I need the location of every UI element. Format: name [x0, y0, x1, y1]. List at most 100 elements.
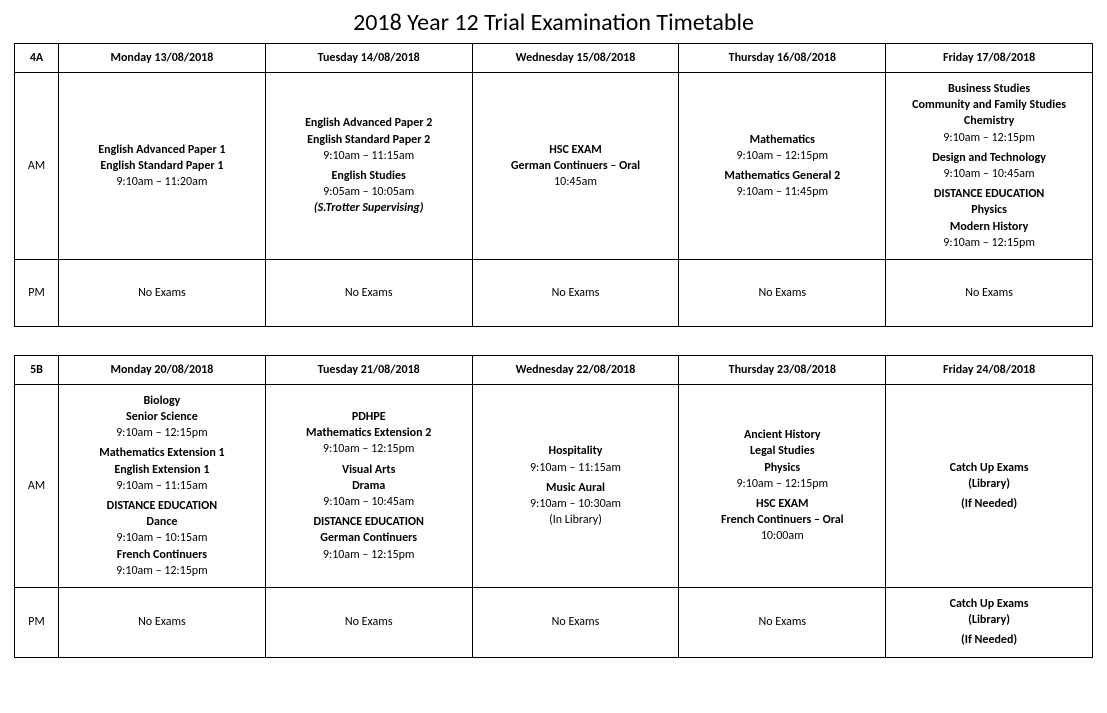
- exam-line: English Standard Paper 2: [272, 132, 466, 148]
- exam-line: 9:10am – 11:15am: [272, 148, 466, 164]
- timetable-cell: PDHPEMathematics Extension 29:10am – 12:…: [265, 384, 472, 587]
- period-label-am: AM: [15, 384, 59, 587]
- exam-block: HSC EXAMGerman Continuers – Oral10:45am: [479, 142, 673, 191]
- timetable-cell: English Advanced Paper 1English Standard…: [59, 73, 266, 260]
- exam-line: 9:10am – 10:30am: [479, 496, 673, 512]
- period-label-pm: PM: [15, 587, 59, 657]
- exam-line: German Continuers: [272, 530, 466, 546]
- timetable-week: 4AMonday 13/08/2018Tuesday 14/08/2018Wed…: [14, 43, 1093, 327]
- exam-line: HSC EXAM: [685, 496, 879, 512]
- exam-line: 9:10am – 12:15pm: [685, 476, 879, 492]
- exam-line: DISTANCE EDUCATION: [892, 186, 1086, 202]
- exam-line: Community and Family Studies: [892, 97, 1086, 113]
- exam-line: 9:10am – 10:45am: [892, 166, 1086, 182]
- exam-line: Physics: [685, 460, 879, 476]
- timetable-cell: No Exams: [679, 259, 886, 326]
- exam-line: (Library): [892, 612, 1086, 628]
- page-title: 2018 Year 12 Trial Examination Timetable: [14, 8, 1093, 37]
- exam-line: 9:10am – 12:15pm: [272, 547, 466, 563]
- exam-line: 9:05am – 10:05am: [272, 184, 466, 200]
- day-header: Monday 20/08/2018: [59, 355, 266, 384]
- exam-line: 9:10am – 12:15pm: [892, 235, 1086, 251]
- exam-line: 9:10am – 12:15pm: [685, 148, 879, 164]
- exam-line: No Exams: [479, 285, 673, 301]
- day-header: Wednesday 15/08/2018: [472, 44, 679, 73]
- exam-line: English Studies: [272, 168, 466, 184]
- exam-line: English Extension 1: [65, 462, 259, 478]
- exam-line: 9:10am – 10:45am: [272, 494, 466, 510]
- exam-block: Design and Technology9:10am – 10:45am: [892, 150, 1086, 182]
- exam-line: Music Aural: [479, 480, 673, 496]
- exam-line: 9:10am – 11:15am: [65, 478, 259, 494]
- exam-line: 9:10am – 12:15pm: [65, 425, 259, 441]
- exam-line: 9:10am – 12:15pm: [892, 130, 1086, 146]
- exam-line: Modern History: [892, 219, 1086, 235]
- exam-block: DISTANCE EDUCATIONDance9:10am – 10:15amF…: [65, 498, 259, 579]
- exam-line: Physics: [892, 202, 1086, 218]
- exam-line: 9:10am – 11:20am: [65, 174, 259, 190]
- exam-block: Music Aural9:10am – 10:30am(In Library): [479, 480, 673, 529]
- exam-block: No Exams: [272, 614, 466, 630]
- exam-block: Catch Up Exams(Library): [892, 460, 1086, 492]
- exam-line: Visual Arts: [272, 462, 466, 478]
- timetable-cell: BiologySenior Science9:10am – 12:15pmMat…: [59, 384, 266, 587]
- exam-block: No Exams: [685, 285, 879, 301]
- exam-block: No Exams: [65, 285, 259, 301]
- timetable-cell: No Exams: [472, 587, 679, 657]
- exam-block: Catch Up Exams(Library): [892, 596, 1086, 628]
- timetable-cell: No Exams: [886, 259, 1093, 326]
- timetable-cell: Business StudiesCommunity and Family Stu…: [886, 73, 1093, 260]
- exam-block: DISTANCE EDUCATIONGerman Continuers9:10a…: [272, 514, 466, 563]
- exam-line: English Standard Paper 1: [65, 158, 259, 174]
- exam-line: Drama: [272, 478, 466, 494]
- exam-block: English Studies9:05am – 10:05am(S.Trotte…: [272, 168, 466, 217]
- day-header: Tuesday 21/08/2018: [265, 355, 472, 384]
- exam-line: Catch Up Exams: [892, 596, 1086, 612]
- exam-line: DISTANCE EDUCATION: [65, 498, 259, 514]
- period-label-am: AM: [15, 73, 59, 260]
- timetable-container: 4AMonday 13/08/2018Tuesday 14/08/2018Wed…: [14, 43, 1093, 658]
- exam-line: Mathematics General 2: [685, 168, 879, 184]
- exam-line: (Library): [892, 476, 1086, 492]
- exam-line: Hospitality: [479, 443, 673, 459]
- exam-line: Senior Science: [65, 409, 259, 425]
- exam-line: Business Studies: [892, 81, 1086, 97]
- exam-block: Mathematics9:10am – 12:15pm: [685, 132, 879, 164]
- exam-block: No Exams: [479, 285, 673, 301]
- exam-block: DISTANCE EDUCATIONPhysicsModern History9…: [892, 186, 1086, 251]
- exam-block: Ancient HistoryLegal StudiesPhysics9:10a…: [685, 427, 879, 492]
- exam-block: Mathematics General 29:10am – 11:45pm: [685, 168, 879, 200]
- exam-line: No Exams: [272, 614, 466, 630]
- exam-block: No Exams: [479, 614, 673, 630]
- day-header: Thursday 23/08/2018: [679, 355, 886, 384]
- exam-line: No Exams: [685, 614, 879, 630]
- timetable-cell: No Exams: [59, 259, 266, 326]
- exam-line: PDHPE: [272, 409, 466, 425]
- exam-line: 10:45am: [479, 174, 673, 190]
- exam-block: (If Needed): [892, 496, 1086, 512]
- day-header: Friday 17/08/2018: [886, 44, 1093, 73]
- exam-line: (If Needed): [892, 632, 1086, 648]
- timetable-cell: Catch Up Exams(Library) (If Needed): [886, 587, 1093, 657]
- exam-line: 9:10am – 10:15am: [65, 530, 259, 546]
- exam-line: 10:00am: [685, 528, 879, 544]
- exam-block: No Exams: [65, 614, 259, 630]
- exam-line: Dance: [65, 514, 259, 530]
- exam-block: No Exams: [892, 285, 1086, 301]
- timetable-week: 5BMonday 20/08/2018Tuesday 21/08/2018Wed…: [14, 355, 1093, 658]
- exam-line: (If Needed): [892, 496, 1086, 512]
- exam-line: DISTANCE EDUCATION: [272, 514, 466, 530]
- exam-line: (S.Trotter Supervising): [272, 200, 466, 216]
- timetable-cell: HSC EXAMGerman Continuers – Oral10:45am: [472, 73, 679, 260]
- exam-line: Legal Studies: [685, 443, 879, 459]
- day-header: Monday 13/08/2018: [59, 44, 266, 73]
- exam-line: HSC EXAM: [479, 142, 673, 158]
- exam-line: French Continuers – Oral: [685, 512, 879, 528]
- exam-line: English Advanced Paper 1: [65, 142, 259, 158]
- exam-line: (In Library): [479, 512, 673, 528]
- timetable-cell: No Exams: [472, 259, 679, 326]
- exam-block: No Exams: [685, 614, 879, 630]
- exam-line: No Exams: [479, 614, 673, 630]
- exam-line: 9:10am – 12:15pm: [272, 441, 466, 457]
- timetable-cell: English Advanced Paper 2English Standard…: [265, 73, 472, 260]
